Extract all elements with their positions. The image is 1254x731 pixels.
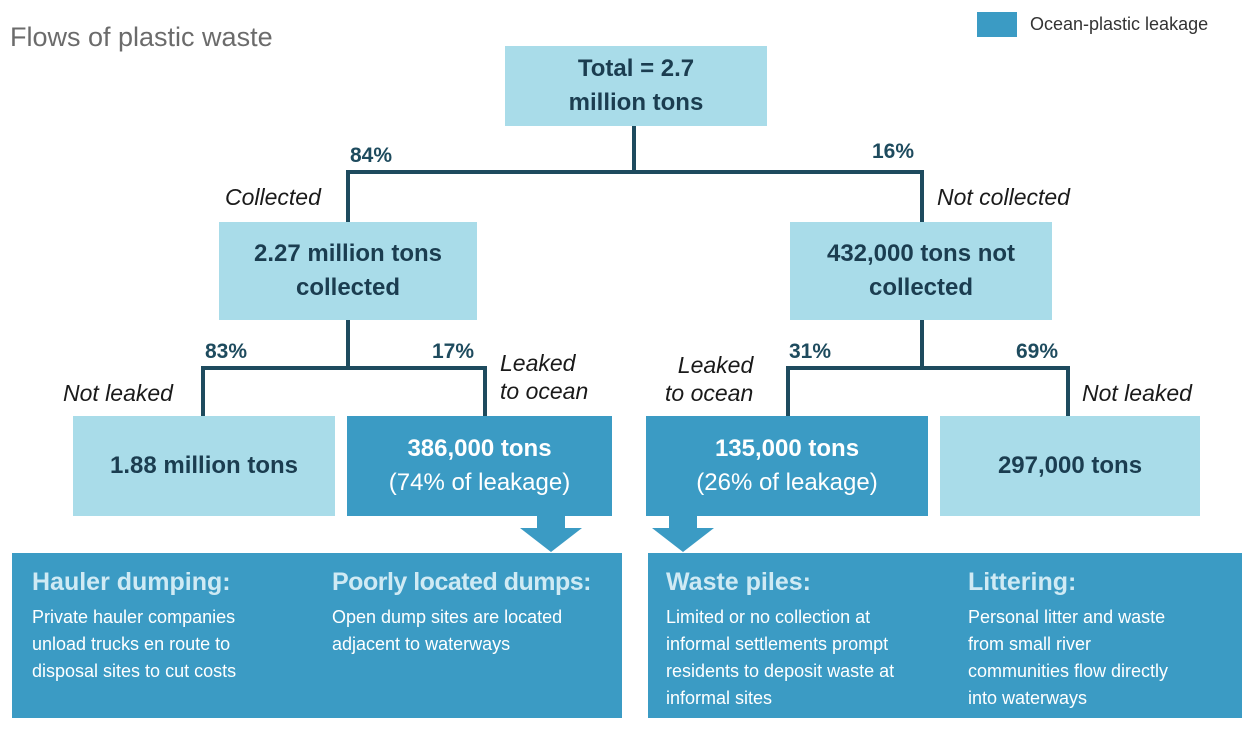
cause-text-line: from small river (968, 634, 1092, 654)
collected-not-leaked-box: 1.88 million tons (73, 416, 335, 516)
not-collected-leaked-line2: (26% of leakage) (696, 469, 878, 496)
collected-leaked-box: 386,000 tons (74% of leakage) (347, 416, 612, 516)
connector-leaked-right (786, 366, 790, 416)
collected-leaked-line2: (74% of leakage) (388, 469, 571, 496)
total-line1: Total = 2.7 (577, 55, 695, 83)
collected-label: Collected (225, 184, 321, 210)
cause-text-waste-piles: Limited or no collection at informal set… (666, 604, 894, 712)
connector-notcollected-stem (920, 320, 924, 368)
total-line2: million tons (568, 89, 704, 116)
cause-text-line: residents to deposit waste at (666, 661, 895, 681)
cause-text-line: Limited or no collection at (666, 607, 871, 627)
connector-collected-down (346, 170, 350, 222)
cause-title-waste-piles: Waste piles: (666, 568, 811, 596)
not-collected-line2: collected (868, 274, 974, 301)
cause-text-line: Open dump sites are located (332, 607, 563, 627)
arrow-down-left (520, 516, 582, 552)
legend-swatch (977, 12, 1017, 37)
legend-label: Ocean-plastic leakage (1030, 14, 1209, 34)
cause-text-poorly-located-dumps: Open dump sites are located adjacent to … (332, 604, 562, 658)
cause-title-hauler-dumping: Hauler dumping: (32, 568, 231, 596)
cause-text-littering: Personal litter and waste from small riv… (968, 604, 1168, 712)
leaked-label-left-line1: Leaked (500, 350, 576, 376)
leaked-label-left-line2: to ocean (500, 377, 589, 404)
connector-notcollected-down (920, 170, 924, 222)
cause-text-line: adjacent to waterways (332, 634, 511, 654)
leaked-pct-left: 17% (432, 340, 475, 363)
total-box: Total = 2.7 million tons (505, 46, 767, 126)
not-collected-pct: 16% (872, 140, 915, 163)
not-leaked-label-right: Not leaked (1082, 380, 1192, 406)
connector-leaked-left (483, 366, 487, 416)
page-title: Flows of plastic waste (10, 22, 273, 52)
not-collected-not-leaked-box: 297,000 tons (940, 416, 1200, 516)
cause-text-line: Private hauler companies (32, 607, 236, 627)
cause-text-line: Personal litter and waste (968, 607, 1166, 627)
cause-panel-left (12, 553, 622, 718)
collected-leaked-line1: 386,000 tons (407, 435, 552, 463)
cause-text-line: informal settlements prompt (666, 634, 889, 654)
collected-line1: 2.27 million tons (253, 240, 443, 268)
not-collected-line1: 432,000 tons not (826, 240, 1016, 268)
cause-title-poorly-located-dumps: Poorly located dumps: (332, 568, 591, 596)
arrow-down-right (652, 516, 714, 552)
leaked-pct-right: 31% (789, 340, 832, 363)
connector-top-horizontal (346, 170, 924, 174)
cause-text-line: unload trucks en route to (32, 634, 231, 654)
collected-line2: collected (295, 274, 401, 301)
connector-notleaked-left (201, 366, 205, 416)
leaked-label-left: Leaked to ocean (500, 350, 588, 405)
not-leaked-pct-left: 83% (205, 340, 248, 363)
collected-box: 2.27 million tons collected (219, 222, 477, 320)
connector-notleaked-right (1066, 366, 1070, 416)
collected-pct: 84% (350, 144, 393, 167)
not-collected-leaked-line1: 135,000 tons (714, 435, 860, 463)
not-collected-label: Not collected (937, 184, 1070, 210)
cause-text-line: communities flow directly (968, 661, 1169, 681)
cause-title-littering: Littering: (968, 568, 1077, 596)
cause-text-line: disposal sites to cut costs (32, 661, 237, 681)
cause-panel-right (648, 553, 1242, 718)
not-collected-leaked-box: 135,000 tons (26% of leakage) (646, 416, 928, 516)
leaked-label-right-line1: Leaked (677, 352, 754, 378)
collected-not-leaked-value: 1.88 million tons (109, 452, 299, 480)
not-leaked-pct-right: 69% (1016, 340, 1059, 363)
connector-collected-horizontal (201, 366, 487, 370)
not-collected-box: 432,000 tons not collected (790, 222, 1052, 320)
cause-text-line: informal sites (666, 688, 773, 708)
not-collected-not-leaked-value: 297,000 tons (997, 452, 1143, 480)
cause-text-hauler-dumping: Private hauler companies unload trucks e… (32, 604, 236, 685)
cause-text-line: into waterways (968, 688, 1088, 708)
connector-total-down (632, 126, 636, 172)
connector-collected-stem (346, 320, 350, 368)
not-leaked-label-left: Not leaked (63, 380, 173, 406)
leaked-label-right: Leaked to ocean (665, 352, 753, 407)
connector-notcollected-horizontal (786, 366, 1070, 370)
leaked-label-right-line2: to ocean (665, 379, 754, 406)
